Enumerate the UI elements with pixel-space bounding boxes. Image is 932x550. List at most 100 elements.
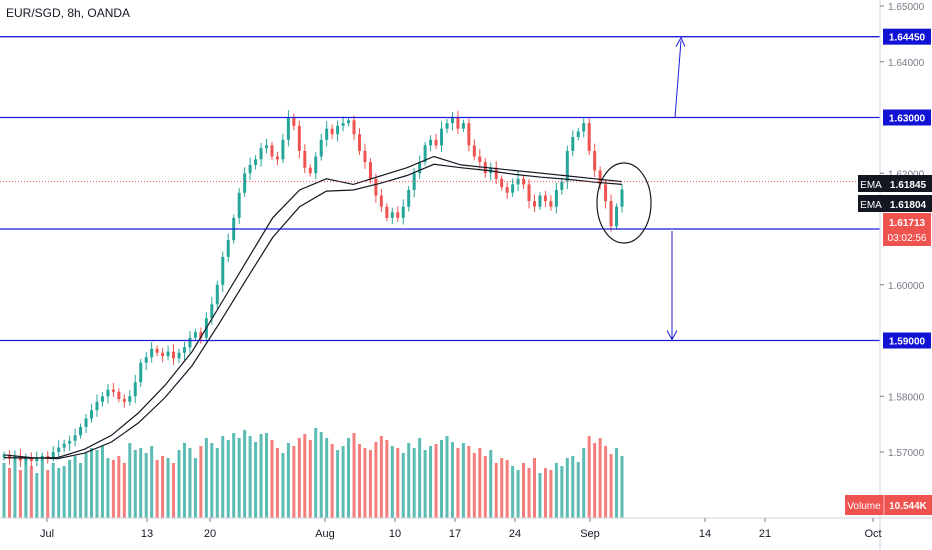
candle-body bbox=[434, 139, 438, 146]
ema-value-label: 1.61804 bbox=[890, 200, 927, 211]
candle-body bbox=[57, 447, 61, 452]
volume-bar bbox=[494, 463, 498, 518]
volume-bar bbox=[292, 446, 296, 518]
level-price-badge bbox=[883, 28, 931, 45]
volume-bar bbox=[259, 434, 263, 518]
ema-fast-line bbox=[3, 155, 623, 459]
candle-body bbox=[182, 347, 186, 353]
volume-bar bbox=[46, 470, 50, 518]
volume-bar bbox=[522, 463, 526, 518]
volume-bar bbox=[215, 448, 219, 518]
volume-bar bbox=[445, 436, 449, 518]
volume-bar bbox=[472, 453, 476, 518]
candle-body bbox=[122, 399, 126, 402]
candle-body bbox=[516, 178, 520, 185]
symbol-title[interactable]: EUR/SGD, 8h, OANDA bbox=[6, 6, 131, 20]
volume-bar bbox=[51, 463, 55, 518]
volume-bar bbox=[440, 440, 444, 518]
candle-body bbox=[35, 458, 39, 461]
volume-bar bbox=[84, 453, 88, 518]
candle-body bbox=[73, 435, 77, 441]
ema-name-label: EMA bbox=[860, 200, 882, 211]
candle-body bbox=[46, 455, 50, 458]
volume-bar bbox=[319, 432, 323, 518]
candle-body bbox=[341, 123, 345, 126]
volume-bar bbox=[79, 463, 83, 518]
candle-body bbox=[62, 443, 66, 448]
candle-body bbox=[587, 123, 591, 151]
volume-bar bbox=[330, 444, 334, 518]
candle-body bbox=[199, 332, 203, 338]
ema-value-label: 1.61845 bbox=[890, 180, 927, 191]
volume-bar bbox=[347, 438, 351, 518]
volume-bar bbox=[450, 442, 454, 518]
volume-bar bbox=[18, 470, 22, 518]
candle-body bbox=[423, 145, 427, 163]
volume-bar bbox=[303, 434, 307, 518]
annotation-layer[interactable] bbox=[596, 36, 686, 341]
countdown-label: 03:02:56 bbox=[888, 233, 927, 244]
y-tick-label: 1.60000 bbox=[888, 281, 925, 292]
volume-name-label: Volume bbox=[847, 501, 881, 512]
volume-bar bbox=[456, 448, 460, 518]
volume-bar bbox=[155, 460, 159, 518]
volume-value-label: 10.544K bbox=[889, 501, 928, 512]
volume-bar bbox=[401, 453, 405, 518]
volume-bar bbox=[549, 470, 553, 518]
volume-bar bbox=[226, 440, 230, 518]
candle-body bbox=[407, 189, 411, 207]
volume-bar bbox=[620, 456, 624, 518]
candle-body bbox=[68, 440, 72, 444]
x-tick-label: Aug bbox=[315, 528, 335, 540]
volume-bar bbox=[177, 450, 181, 518]
candle-body bbox=[90, 410, 94, 419]
candle-body bbox=[478, 156, 482, 163]
candle-body bbox=[527, 184, 531, 202]
candle-body bbox=[598, 170, 602, 185]
candle-body bbox=[177, 352, 181, 359]
candle-body bbox=[582, 123, 586, 132]
candle-body bbox=[7, 454, 11, 459]
volume-bar bbox=[560, 466, 564, 518]
candle-body bbox=[79, 426, 83, 436]
candle-body bbox=[281, 139, 285, 160]
volume-bar bbox=[511, 466, 515, 518]
volume-bar bbox=[434, 444, 438, 518]
candle-body bbox=[111, 389, 115, 392]
level-price-label: 1.59000 bbox=[889, 337, 926, 348]
last-price-badge bbox=[883, 213, 931, 246]
candle-body bbox=[385, 206, 389, 218]
candle-body bbox=[248, 164, 252, 174]
volume-badge bbox=[845, 495, 932, 515]
volume-bar bbox=[90, 448, 94, 518]
candle-body bbox=[161, 352, 165, 357]
candle-body bbox=[593, 150, 597, 171]
candle-body bbox=[461, 123, 465, 129]
x-tick-label: Jul bbox=[40, 528, 54, 540]
candle-body bbox=[571, 137, 575, 151]
candle-body bbox=[325, 128, 329, 140]
x-tick-label: Oct bbox=[864, 528, 881, 540]
volume-bar bbox=[100, 446, 104, 518]
candle-body bbox=[144, 357, 148, 363]
volume-bar bbox=[199, 446, 203, 518]
candle-body bbox=[565, 150, 569, 182]
volume-bar bbox=[106, 458, 110, 518]
candle-body bbox=[522, 178, 526, 185]
volume-bar bbox=[68, 460, 72, 518]
volume-bar bbox=[390, 446, 394, 518]
volume-bar bbox=[117, 456, 121, 518]
volume-bar bbox=[489, 450, 493, 518]
candle-body bbox=[155, 348, 159, 353]
candle-body bbox=[450, 117, 454, 124]
last-price-label: 1.61713 bbox=[889, 218, 926, 229]
candle-body bbox=[390, 212, 394, 218]
volume-bar bbox=[582, 448, 586, 518]
volume-bar bbox=[429, 446, 433, 518]
y-tick-label: 1.58000 bbox=[888, 392, 925, 403]
candle-body bbox=[511, 184, 515, 193]
volume-bar bbox=[571, 456, 575, 518]
